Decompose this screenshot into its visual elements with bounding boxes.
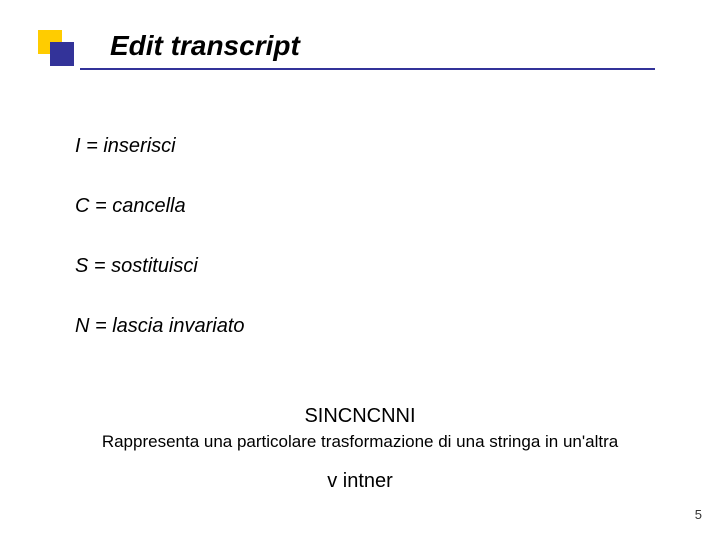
title-underline — [80, 68, 655, 70]
definition-s: S = sostituisci — [75, 255, 198, 278]
example-text: v intner — [0, 470, 720, 493]
definition-n: N = lascia invariato — [75, 315, 245, 338]
slide: Edit transcript I = inserisci C = cancel… — [0, 0, 720, 540]
definition-c: C = cancella — [75, 195, 186, 218]
slide-logo — [38, 30, 76, 68]
description-text: Rappresenta una particolare trasformazio… — [0, 432, 720, 452]
page-number: 5 — [695, 507, 702, 522]
logo-blue-square — [50, 42, 74, 66]
edit-sequence: SINCNCNNI — [0, 405, 720, 428]
slide-title: Edit transcript — [110, 30, 300, 62]
definition-i: I = inserisci — [75, 135, 176, 158]
